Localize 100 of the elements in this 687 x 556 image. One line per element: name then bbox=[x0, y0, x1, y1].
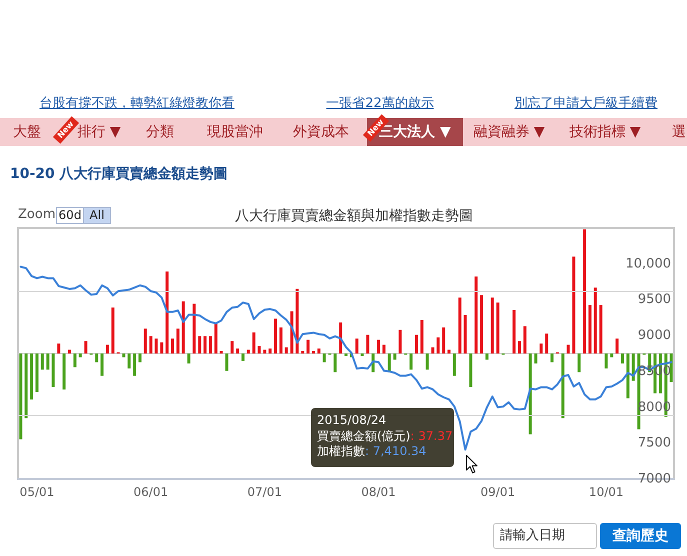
bar bbox=[154, 338, 158, 354]
bar bbox=[588, 305, 592, 354]
bar bbox=[426, 354, 429, 370]
bar bbox=[566, 344, 570, 354]
bar bbox=[35, 354, 38, 392]
bar bbox=[540, 344, 543, 354]
bar bbox=[616, 338, 619, 354]
bar bbox=[296, 288, 299, 354]
x-tick-label: 07/01 bbox=[247, 485, 282, 499]
bar bbox=[512, 310, 516, 354]
text: 排行 ▼ bbox=[77, 124, 121, 140]
tooltip-box: 2015/08/24 買賣總金額(億元): 37.37 加權指數: 7,410.34 bbox=[311, 408, 454, 467]
bar bbox=[496, 302, 500, 354]
bar bbox=[377, 340, 380, 354]
range-button: All bbox=[83, 207, 111, 224]
bar bbox=[382, 344, 386, 354]
bar bbox=[95, 354, 98, 362]
bar bbox=[420, 320, 424, 354]
text: 別忘了申請大戶級手續費 bbox=[514, 96, 658, 112]
bar bbox=[474, 276, 478, 354]
text: 選 bbox=[672, 124, 686, 140]
bar bbox=[258, 346, 261, 354]
x-tick-label: 05/01 bbox=[20, 485, 54, 499]
bar bbox=[436, 337, 440, 354]
bar bbox=[578, 354, 581, 372]
bar bbox=[106, 344, 109, 354]
text: Zoom bbox=[18, 207, 56, 223]
bar bbox=[561, 354, 564, 418]
y-tick-label: 10,000 bbox=[626, 256, 671, 272]
bar bbox=[442, 327, 446, 354]
bar bbox=[355, 338, 358, 354]
bar bbox=[610, 354, 614, 358]
bar bbox=[68, 350, 72, 354]
bar bbox=[19, 354, 22, 440]
bar bbox=[572, 256, 576, 354]
bar bbox=[241, 354, 244, 361]
bar bbox=[176, 328, 180, 354]
chart-subtitle: 八大行庫買賣總金額與加權指數走勢圖 bbox=[235, 208, 473, 224]
bar bbox=[268, 348, 272, 354]
bar bbox=[160, 342, 164, 354]
bar bbox=[458, 298, 462, 354]
text: 外資成本 bbox=[293, 124, 349, 140]
bar bbox=[274, 318, 278, 354]
search-button: 查詢歷史 bbox=[600, 523, 681, 549]
bar bbox=[604, 354, 608, 368]
bar bbox=[599, 305, 602, 354]
text: 台股有撐不跌，轉勢紅綠燈教你看 bbox=[40, 96, 234, 112]
bar bbox=[284, 347, 288, 354]
bar bbox=[128, 354, 131, 368]
bar bbox=[485, 354, 488, 360]
bar bbox=[57, 344, 60, 354]
bar bbox=[322, 354, 326, 362]
bar bbox=[100, 354, 104, 376]
bar bbox=[339, 322, 342, 354]
text: 現股當沖 bbox=[207, 124, 263, 140]
bar bbox=[518, 341, 521, 354]
bar bbox=[122, 354, 126, 358]
bar bbox=[620, 354, 624, 364]
bar bbox=[236, 348, 240, 354]
bar bbox=[225, 354, 228, 371]
bar bbox=[62, 354, 66, 390]
x-tick-label: 09/01 bbox=[480, 485, 516, 499]
bar bbox=[670, 354, 673, 382]
x-tick-label: 10/01 bbox=[588, 485, 624, 499]
bar bbox=[144, 328, 147, 354]
bar bbox=[246, 350, 250, 354]
bar bbox=[594, 288, 597, 354]
bar bbox=[182, 301, 185, 354]
annotation: 2015/08/24 bbox=[317, 413, 386, 428]
bar bbox=[626, 354, 630, 398]
bar bbox=[73, 354, 76, 368]
range-button: 60d bbox=[56, 207, 84, 224]
bar bbox=[52, 354, 55, 388]
bar bbox=[208, 336, 212, 354]
bar bbox=[78, 354, 82, 358]
bar bbox=[171, 338, 174, 354]
bar bbox=[528, 354, 532, 434]
bar bbox=[480, 295, 484, 354]
text: 一張省22萬的啟示 bbox=[326, 96, 434, 112]
bar bbox=[204, 336, 207, 354]
bar bbox=[452, 354, 456, 376]
y-tick-label: 9000 bbox=[638, 328, 671, 344]
bar bbox=[192, 304, 196, 354]
bar bbox=[30, 354, 34, 400]
bar bbox=[263, 350, 266, 354]
text: 融資融券 ▼ bbox=[473, 124, 545, 140]
bar bbox=[398, 330, 402, 354]
bar bbox=[469, 354, 472, 388]
chart-title: 10-20 八大行庫買賣總金額走勢圖 bbox=[10, 166, 228, 183]
bar bbox=[534, 354, 538, 364]
annotation: 加權指數: 7,410.34 bbox=[317, 444, 426, 458]
bar bbox=[366, 334, 370, 354]
bar bbox=[431, 347, 434, 354]
bar bbox=[583, 229, 586, 354]
bar bbox=[166, 271, 169, 354]
bar bbox=[523, 326, 526, 354]
bar bbox=[279, 327, 282, 354]
text: 大盤 bbox=[13, 124, 41, 140]
text: 分類 bbox=[146, 124, 174, 140]
bar bbox=[388, 354, 391, 372]
